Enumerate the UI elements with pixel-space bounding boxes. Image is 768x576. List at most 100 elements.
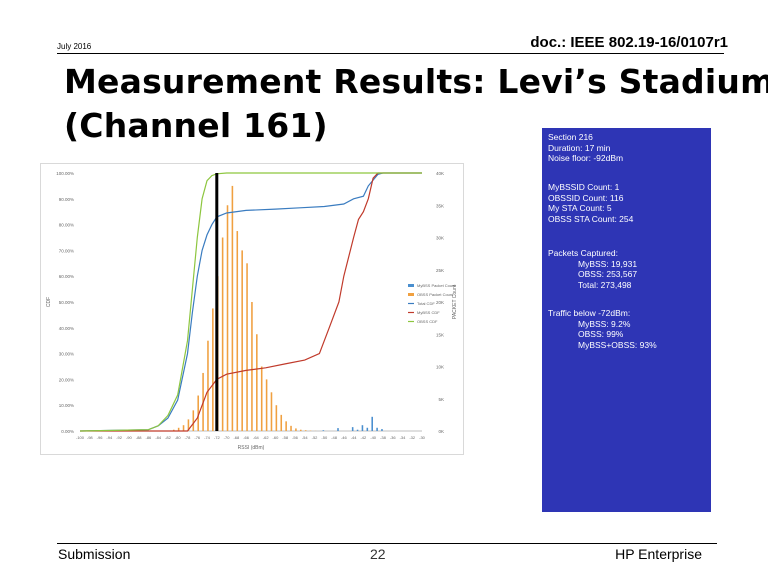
- x-tick-label: -42: [360, 435, 367, 440]
- footer-rule: [57, 543, 717, 544]
- left-tick-label: 60.00%: [59, 274, 74, 279]
- stats-panel: Section 216 Duration: 17 min Noise floor…: [542, 128, 711, 512]
- x-tick-label: -34: [400, 435, 407, 440]
- x-tick-label: -80: [175, 435, 182, 440]
- bar: [197, 395, 199, 431]
- x-tick-label: -88: [136, 435, 143, 440]
- series-line: [79, 172, 422, 432]
- slide-title-line2: (Channel 161): [64, 106, 328, 145]
- slide-title: Measurement Results: Levi’s Stadium (Cha…: [64, 60, 768, 148]
- bar: [285, 421, 287, 431]
- left-tick-label: 0.00%: [61, 429, 74, 434]
- panel-noise-floor: Noise floor: -92dBm: [548, 153, 624, 164]
- right-tick-label: 25K: [436, 268, 444, 273]
- bar: [221, 237, 224, 431]
- legend-label: OBSS Packet Count: [417, 292, 454, 297]
- x-tick-label: -60: [273, 435, 280, 440]
- panel-packets-heading: Packets Captured:: [548, 248, 618, 258]
- x-tick-label: -72: [214, 435, 221, 440]
- right-tick-label: 40K: [436, 171, 444, 176]
- panel-traffic-mybss: MyBSS: 9.2%: [578, 318, 631, 329]
- bar: [207, 340, 209, 431]
- bar: [366, 427, 369, 431]
- left-tick-label: 20.00%: [59, 377, 74, 382]
- panel-section: Section 216: [548, 132, 593, 142]
- panel-group-session: Section 216 Duration: 17 min Noise floor…: [548, 132, 623, 164]
- header-rule: [57, 53, 724, 54]
- left-tick-label: 80.00%: [59, 223, 74, 228]
- bar: [381, 429, 383, 431]
- bar: [322, 430, 325, 431]
- left-tick-label: 90.00%: [59, 197, 74, 202]
- x-tick-label: -94: [106, 435, 113, 440]
- bar: [236, 231, 239, 431]
- panel-group-counts: MyBSSID Count: 1 OBSSID Count: 116 My ST…: [548, 182, 633, 224]
- bar: [351, 427, 354, 431]
- left-tick-label: 70.00%: [59, 248, 74, 253]
- x-tick-label: -64: [253, 435, 260, 440]
- panel-traffic-mybss-obss: MyBSS+OBSS: 93%: [578, 339, 657, 350]
- panel-packets-total: Total: 273,498: [578, 279, 632, 290]
- legend-label: MyBSS Packet Count: [417, 283, 456, 288]
- x-tick-label: -82: [165, 435, 172, 440]
- panel-duration: Duration: 17 min: [548, 142, 611, 153]
- footer-company: HP Enterprise: [615, 546, 702, 562]
- left-tick-label: 10.00%: [59, 403, 74, 408]
- legend-label: MyBSS CDF: [417, 310, 440, 315]
- left-tick-label: 30.00%: [59, 352, 74, 357]
- x-tick-label: -36: [390, 435, 397, 440]
- x-tick-label: -78: [185, 435, 192, 440]
- x-tick-label: -68: [233, 435, 240, 440]
- x-tick-label: -96: [97, 435, 104, 440]
- right-tick-label: 35K: [436, 203, 444, 208]
- x-tick-label: -56: [292, 435, 299, 440]
- x-tick-label: -46: [341, 435, 348, 440]
- left-tick-label: 50.00%: [59, 300, 74, 305]
- left-axis-label: CDF: [46, 297, 52, 307]
- page-number: 22: [370, 546, 386, 562]
- x-tick-label: -32: [409, 435, 416, 440]
- bar: [265, 379, 268, 431]
- x-tick-label: -38: [380, 435, 387, 440]
- header-date: July 2016: [57, 42, 92, 51]
- bar: [275, 405, 278, 431]
- x-tick-label: -52: [312, 435, 319, 440]
- bar: [337, 428, 339, 431]
- bar: [251, 302, 253, 431]
- document-id: doc.: IEEE 802.19-16/0107r1: [530, 34, 728, 51]
- x-tick-label: -58: [282, 435, 289, 440]
- legend-label: Total CDF: [417, 301, 435, 306]
- panel-obss-sta-count: OBSS STA Count: 254: [548, 213, 634, 224]
- right-tick-label: 10K: [436, 365, 444, 370]
- bar: [182, 425, 185, 431]
- bar: [226, 205, 229, 431]
- panel-group-packets: Packets Captured: MyBSS: 19,931 OBSS: 25…: [548, 248, 637, 290]
- x-tick-label: -98: [87, 435, 94, 440]
- series-line: [80, 172, 422, 432]
- panel-traffic-heading: Traffic below -72dBm:: [548, 308, 631, 318]
- slide-title-line1: Measurement Results: Levi’s Stadium: [64, 62, 768, 101]
- x-tick-label: -30: [419, 435, 426, 440]
- bar: [361, 425, 364, 431]
- x-tick-label: -92: [116, 435, 123, 440]
- panel-mybssid-count: MyBSSID Count: 1: [548, 182, 620, 192]
- legend-swatch: [408, 284, 414, 287]
- panel-group-traffic: Traffic below -72dBm: MyBSS: 9.2% OBSS: …: [548, 308, 657, 350]
- panel-packets-obss: OBSS: 253,567: [578, 269, 638, 280]
- x-tick-label: -76: [194, 435, 201, 440]
- bar: [304, 430, 307, 431]
- bar: [256, 334, 258, 431]
- rssi-cdf-chart: 0.00% 10.00% 20.00% 30.00% 40.00% 50.00% 60.00…: [40, 163, 464, 455]
- panel-traffic-obss: OBSS: 99%: [578, 329, 624, 340]
- bar: [376, 427, 378, 431]
- bar: [295, 428, 297, 431]
- panel-my-sta-count: My STA Count: 5: [548, 203, 612, 214]
- x-tick-label: -86: [146, 435, 153, 440]
- left-tick-label: 100.00%: [56, 171, 74, 176]
- panel-packets-mybss: MyBSS: 19,931: [578, 258, 638, 269]
- bar: [231, 185, 234, 431]
- x-tick-label: -48: [331, 435, 338, 440]
- x-tick-label: -66: [243, 435, 250, 440]
- bar: [241, 250, 243, 431]
- right-axis-label: PACKET Count: [452, 284, 458, 319]
